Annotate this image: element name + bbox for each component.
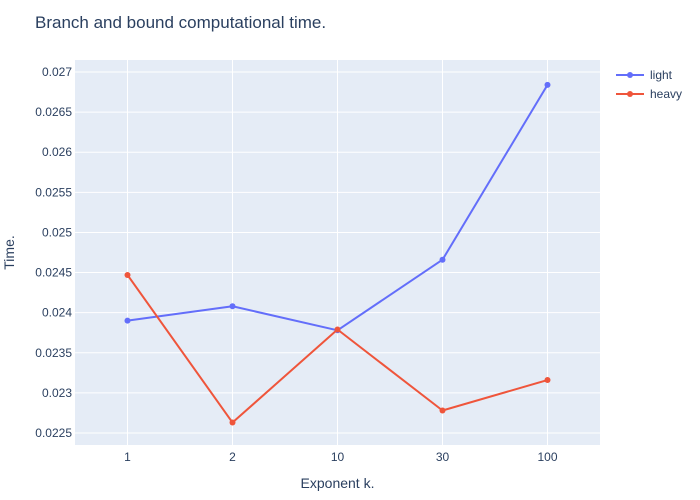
y-tick-label: 0.0225	[35, 426, 72, 440]
chart-title: Branch and bound computational time.	[35, 13, 327, 32]
legend-label: heavy	[650, 87, 682, 101]
x-axis-ticks: 1 2 10 30 100	[124, 450, 558, 464]
y-tick-label: 0.0245	[35, 266, 72, 280]
legend-marker-icon	[627, 72, 633, 78]
series-heavy	[124, 271, 551, 426]
y-tick-label: 0.0255	[35, 185, 72, 199]
x-axis-title: Exponent k.	[301, 475, 375, 491]
data-point-heavy	[229, 419, 236, 426]
data-point-heavy	[334, 326, 341, 333]
y-tick-label: 0.024	[42, 306, 72, 320]
data-point-light	[229, 303, 236, 310]
legend-marker-icon	[627, 91, 633, 97]
data-point-light	[544, 81, 551, 88]
y-tick-label: 0.023	[42, 386, 72, 400]
legend-item-heavy[interactable]: heavy	[616, 87, 682, 101]
x-tick-label: 2	[229, 450, 236, 464]
data-point-light	[124, 317, 131, 324]
legend-item-light[interactable]: light	[616, 68, 673, 82]
y-tick-label: 0.026	[42, 145, 72, 159]
legend[interactable]: light heavy	[616, 68, 682, 101]
y-tick-label: 0.0235	[35, 346, 72, 360]
data-point-heavy	[544, 377, 551, 384]
x-tick-label: 100	[537, 450, 557, 464]
x-tick-label: 1	[124, 450, 131, 464]
data-point-heavy	[124, 271, 131, 278]
grid-lines	[75, 60, 600, 445]
y-tick-label: 0.027	[42, 65, 72, 79]
x-tick-label: 10	[331, 450, 345, 464]
legend-label: light	[650, 68, 673, 82]
y-axis-ticks: 0.0225 0.023 0.0235 0.024 0.0245 0.025 0.0255 0…	[35, 65, 72, 440]
y-axis-title: Time.	[1, 235, 17, 269]
series-layer	[124, 81, 551, 426]
x-tick-label: 30	[436, 450, 450, 464]
y-tick-label: 0.025	[42, 225, 72, 239]
data-point-light	[439, 256, 446, 263]
data-point-heavy	[439, 407, 446, 414]
y-tick-label: 0.0265	[35, 105, 72, 119]
